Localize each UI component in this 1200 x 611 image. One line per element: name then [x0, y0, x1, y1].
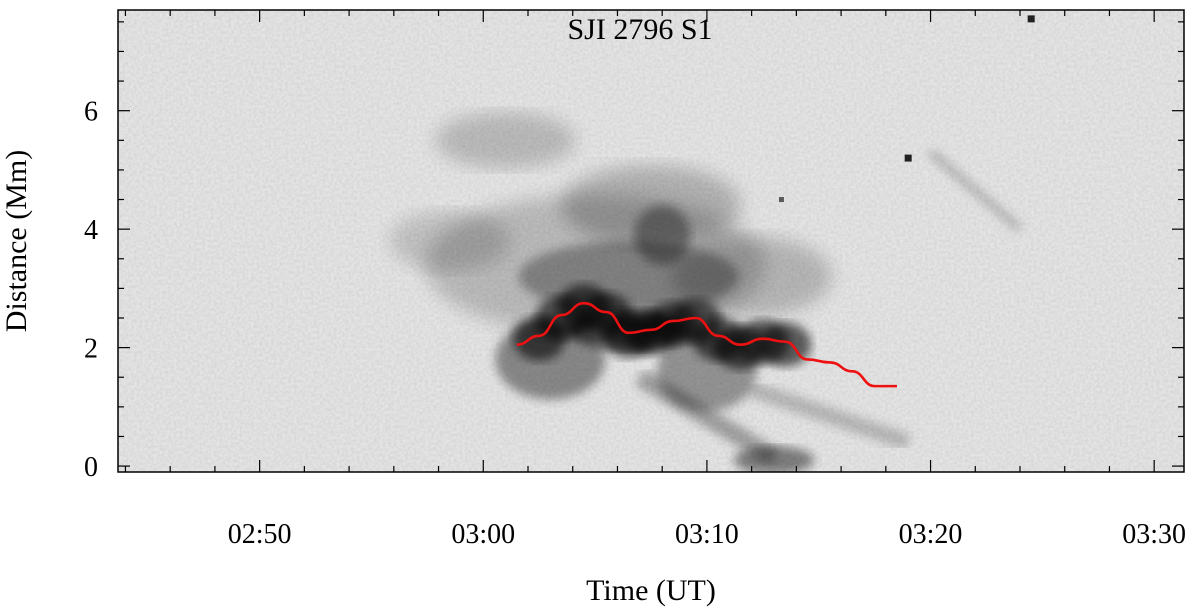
y-tick-label: 0: [84, 452, 98, 483]
heatmap-blob: [759, 322, 812, 367]
diagonal-streak: [928, 149, 1023, 232]
y-tick-label: 4: [84, 215, 98, 246]
x-tick-label: 02:50: [228, 519, 292, 550]
heatmap-blob: [561, 165, 741, 246]
series-line-red: [516, 301, 897, 388]
x-axis-label: Time (UT): [586, 574, 716, 607]
x-tick-label: 03:30: [1122, 519, 1186, 550]
heatmap-image: [118, 10, 1184, 472]
lower-branch: [635, 369, 779, 465]
dark-pixel: [1027, 15, 1035, 23]
x-tick-label: 03:00: [451, 519, 515, 550]
heatmap-blob: [734, 446, 814, 472]
heatmap-blob: [634, 205, 691, 266]
heatmap-blob: [389, 211, 510, 271]
y-axis-label: Distance (Mm): [0, 150, 33, 332]
dark-pixel: [904, 154, 912, 162]
x-axis: 02:50 03:00 03:10 03:20 03:30: [124, 10, 1186, 550]
y-axis: 0 2 4 6: [84, 21, 1184, 483]
heatmap-blob: [435, 112, 576, 169]
heatmap-blob: [568, 309, 689, 350]
dark-pixel: [778, 197, 784, 203]
chart-title: SJI 2796 S1: [567, 13, 712, 46]
plot-frame: [117, 9, 1185, 473]
series-layer: [516, 301, 897, 388]
x-tick-label: 03:20: [899, 519, 963, 550]
x-tick-label: 03:10: [675, 519, 739, 550]
y-tick-label: 2: [84, 334, 98, 365]
y-tick-label: 6: [84, 97, 98, 128]
lower-branch: [749, 381, 911, 450]
